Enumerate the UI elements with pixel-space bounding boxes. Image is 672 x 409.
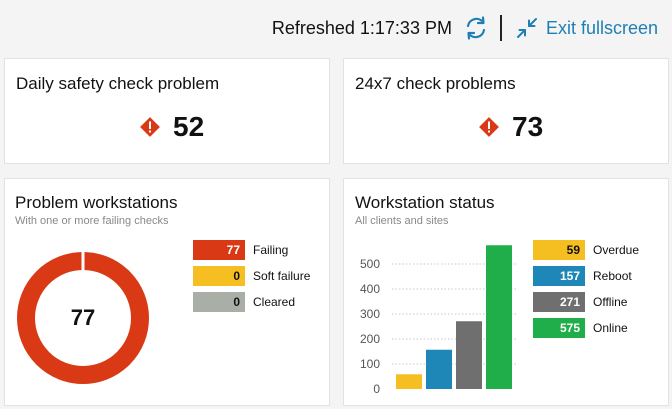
refresh-icon [466, 16, 486, 40]
exit-fullscreen-label: Exit fullscreen [545, 17, 658, 38]
y-tick-label: 300 [360, 307, 380, 321]
legend-value: 271 [533, 292, 585, 312]
problem-workstations-donut[interactable]: 77 [17, 252, 149, 384]
legend-item-overdue[interactable]: 59 Overdue [533, 240, 639, 260]
status-legend: 59 Overdue 157 Reboot 271 Offline 575 On… [533, 240, 639, 344]
bar-online[interactable] [486, 245, 512, 389]
daily-safety-card[interactable]: Daily safety check problem 52 [4, 58, 330, 164]
legend-value: 157 [533, 266, 585, 286]
count-value: 52 [173, 111, 205, 142]
check-24x7-card[interactable]: 24x7 check problems 73 [343, 58, 669, 164]
legend-label: Cleared [253, 295, 296, 309]
y-tick-label: 400 [360, 282, 380, 296]
legend-label: Reboot [593, 269, 632, 283]
legend-value: 0 [193, 292, 245, 312]
workstations-legend: 77 Failing 0 Soft failure 0 Cleared [193, 240, 310, 318]
legend-value: 575 [533, 318, 585, 338]
legend-label: Failing [253, 243, 289, 257]
refreshed-timestamp: Refreshed 1:17:33 PM [271, 17, 452, 38]
exit-fullscreen-button[interactable]: Exit fullscreen [516, 17, 658, 39]
legend-label: Overdue [593, 243, 640, 257]
y-tick-label: 200 [360, 332, 380, 346]
workstation-status-bar-chart: 0 100 200 300 400 500 [360, 245, 517, 396]
card-title: 24x7 check problems [355, 74, 516, 93]
count-value: 73 [512, 111, 544, 142]
daily-problem-count: 52 [139, 111, 204, 143]
legend-item-reboot[interactable]: 157 Reboot [533, 266, 639, 286]
donut-total: 77 [70, 305, 96, 330]
card-title: Daily safety check problem [16, 74, 220, 93]
legend-value: 0 [193, 266, 245, 286]
legend-label: Online [593, 321, 628, 335]
alert-diamond-icon [479, 117, 499, 137]
legend-value: 77 [193, 240, 245, 260]
legend-item-cleared[interactable]: 0 Cleared [193, 292, 310, 312]
y-tick-label: 100 [360, 357, 380, 371]
check-24x7-count: 73 [478, 111, 543, 143]
card-subtitle: All clients and sites [355, 215, 449, 227]
card-title: Problem workstations [15, 193, 178, 212]
bar-overdue[interactable] [396, 374, 422, 389]
toolbar-divider [499, 15, 502, 41]
legend-label: Soft failure [253, 269, 311, 283]
bar-offline[interactable] [456, 321, 482, 389]
donut-gap [81, 252, 85, 272]
legend-item-soft-failure[interactable]: 0 Soft failure [193, 266, 310, 286]
legend-value: 59 [533, 240, 585, 260]
legend-label: Offline [593, 295, 628, 309]
legend-item-failing[interactable]: 77 Failing [193, 240, 310, 260]
alert-diamond-icon [140, 117, 160, 137]
card-title: Workstation status [355, 193, 495, 212]
legend-item-offline[interactable]: 271 Offline [533, 292, 639, 312]
top-bar: Refreshed 1:17:33 PM Exit fullscreen [0, 0, 672, 56]
y-tick-label: 0 [373, 382, 380, 396]
legend-item-online[interactable]: 575 Online [533, 318, 639, 338]
y-tick-label: 500 [360, 257, 380, 271]
collapse-icon [516, 18, 537, 38]
bar-reboot[interactable] [426, 349, 452, 389]
card-subtitle: With one or more failing checks [15, 215, 169, 227]
refresh-button[interactable] [462, 14, 490, 42]
